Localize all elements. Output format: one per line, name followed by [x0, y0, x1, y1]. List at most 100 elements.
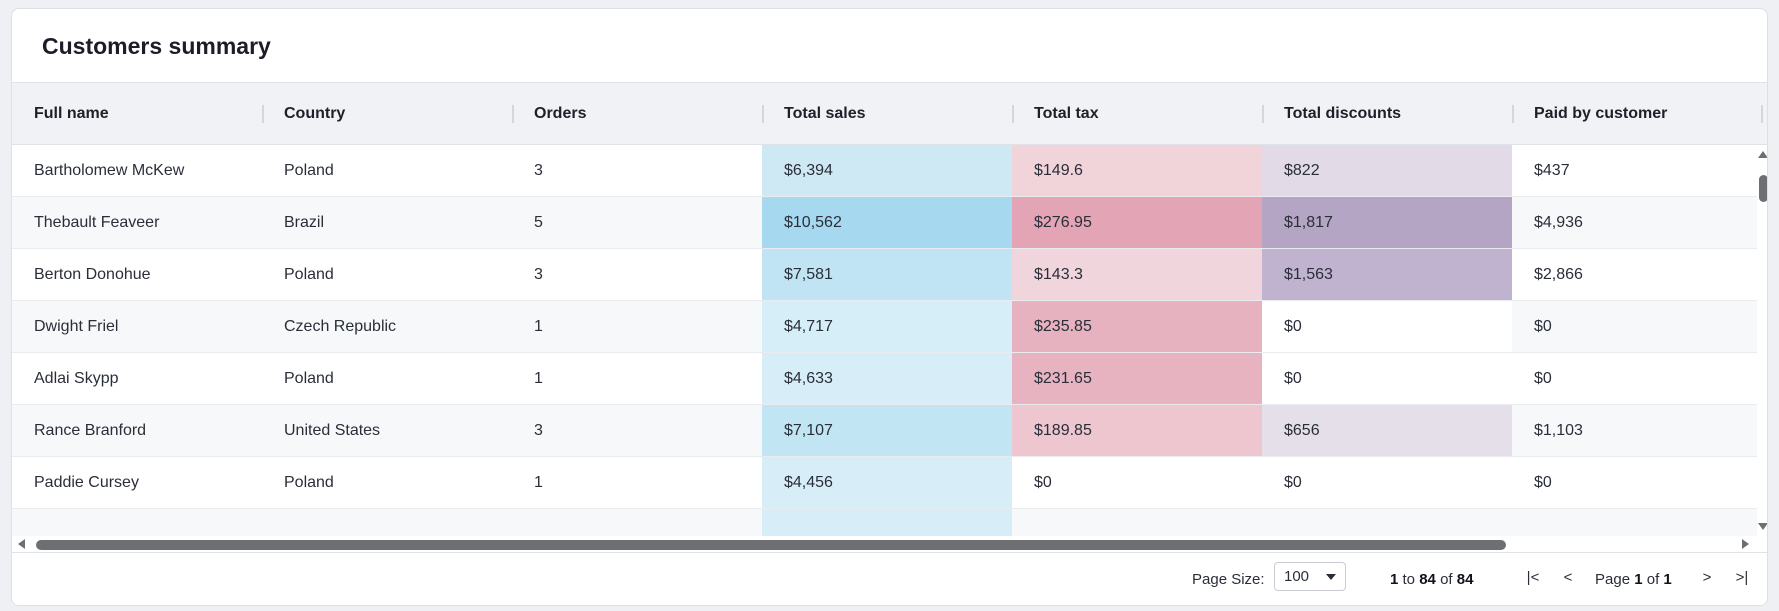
scroll-down-icon[interactable] — [1758, 523, 1767, 530]
cell-paid-by-customer[interactable]: $0 — [1534, 370, 1552, 387]
header-total-sales[interactable]: Total sales — [784, 105, 866, 122]
cell-total-discounts[interactable]: $822 — [1262, 145, 1512, 196]
table-row[interactable]: Berton Donohue Poland 3 $7,581 $143.3 $1… — [12, 249, 1757, 301]
customers-summary-card: Customers summary Full name Country Orde… — [11, 8, 1768, 606]
cell-total-sales[interactable] — [762, 509, 1012, 536]
cell-orders[interactable]: 5 — [534, 214, 543, 231]
cell-country[interactable]: United States — [284, 422, 381, 439]
scroll-up-icon[interactable] — [1758, 151, 1767, 158]
cell-total-discounts[interactable]: $1,563 — [1262, 249, 1512, 300]
cell-paid-by-customer[interactable]: $0 — [1534, 474, 1552, 491]
cell-orders[interactable]: 1 — [534, 474, 543, 491]
column-resize-handle[interactable] — [1012, 105, 1014, 123]
horizontal-scroll-thumb[interactable] — [36, 540, 1506, 550]
cell-total-sales[interactable]: $4,717 — [762, 301, 1012, 352]
table-row[interactable]: Thebault Feaveer Brazil 5 $10,562 $276.9… — [12, 197, 1757, 249]
grid-header: Full name Country Orders Total sales Tot… — [12, 82, 1767, 145]
cell-total-discounts[interactable]: $0 — [1262, 353, 1512, 404]
column-resize-handle[interactable] — [1512, 105, 1514, 123]
cell-total-tax[interactable]: $235.85 — [1012, 301, 1262, 352]
cell-full-name[interactable]: Dwight Friel — [34, 318, 119, 335]
page-size-select[interactable]: 100 — [1274, 562, 1346, 591]
cell-full-name[interactable]: Thebault Feaveer — [34, 214, 160, 231]
vertical-scrollbar[interactable] — [1757, 145, 1767, 536]
column-resize-handle[interactable] — [1262, 105, 1264, 123]
table-row[interactable]: Dwight Friel Czech Republic 1 $4,717 $23… — [12, 301, 1757, 353]
range-of-word: of — [1440, 571, 1453, 588]
cell-orders[interactable]: 1 — [534, 318, 543, 335]
column-resize-handle[interactable] — [762, 105, 764, 123]
column-resize-handle[interactable] — [262, 105, 264, 123]
cell-paid-by-customer[interactable]: $0 — [1534, 318, 1552, 335]
column-resize-handle[interactable] — [1761, 105, 1763, 123]
cell-orders[interactable]: 1 — [534, 370, 543, 387]
cell-full-name[interactable]: Adlai Skypp — [34, 370, 119, 387]
cell-total-tax[interactable]: $149.6 — [1012, 145, 1262, 196]
last-page-icon[interactable]: >| — [1735, 569, 1749, 586]
cell-orders[interactable]: 3 — [534, 162, 543, 179]
vertical-scroll-thumb[interactable] — [1759, 175, 1767, 202]
cell-total-sales[interactable]: $4,456 — [762, 457, 1012, 508]
scroll-right-icon[interactable] — [1742, 539, 1749, 549]
cell-paid-by-customer[interactable]: $1,103 — [1534, 422, 1583, 439]
cell-full-name[interactable]: Rance Branford — [34, 422, 147, 439]
table-row[interactable]: Rance Branford United States 3 $7,107 $1… — [12, 405, 1757, 457]
cell-total-tax[interactable]: $189.85 — [1012, 405, 1262, 456]
cell-full-name[interactable]: Berton Donohue — [34, 266, 151, 283]
range-total: 84 — [1456, 571, 1474, 588]
cell-total-sales[interactable]: $10,562 — [762, 197, 1012, 248]
cell-total-discounts[interactable]: $656 — [1262, 405, 1512, 456]
header-full-name[interactable]: Full name — [34, 105, 109, 122]
card-title: Customers summary — [42, 33, 271, 59]
cell-full-name[interactable]: Paddie Cursey — [34, 474, 139, 491]
grid-body: Bartholomew McKew Poland 3 $6,394 $149.6… — [12, 145, 1757, 536]
cell-total-sales[interactable]: $4,633 — [762, 353, 1012, 404]
previous-page-icon[interactable]: < — [1563, 569, 1573, 586]
range-to: 84 — [1419, 571, 1436, 588]
cell-paid-by-customer[interactable]: $4,936 — [1534, 214, 1583, 231]
cell-total-tax[interactable]: $143.3 — [1012, 249, 1262, 300]
horizontal-scrollbar[interactable] — [12, 536, 1767, 552]
page-of-word: of — [1646, 571, 1660, 588]
cell-orders[interactable]: 3 — [534, 266, 543, 283]
next-page-icon[interactable]: > — [1702, 569, 1712, 586]
cell-total-discounts[interactable]: $0 — [1262, 301, 1512, 352]
range-from: 1 — [1390, 571, 1399, 588]
range-to-word: to — [1402, 571, 1416, 588]
cell-total-tax[interactable]: $0 — [1012, 457, 1262, 508]
header-orders[interactable]: Orders — [534, 105, 587, 122]
cell-total-discounts[interactable]: $0 — [1262, 457, 1512, 508]
header-total-tax[interactable]: Total tax — [1034, 105, 1099, 122]
cell-total-sales[interactable]: $7,107 — [762, 405, 1012, 456]
scroll-left-icon[interactable] — [18, 539, 25, 549]
header-paid-by-customer[interactable]: Paid by customer — [1534, 105, 1668, 122]
cell-total-tax[interactable]: $276.95 — [1012, 197, 1262, 248]
table-row[interactable]: Adlai Skypp Poland 1 $4,633 $231.65 $0 $… — [12, 353, 1757, 405]
pagination-footer: Page Size: 100 1 to 84 of 84 |< < Page 1… — [12, 552, 1767, 605]
cell-country[interactable]: Brazil — [284, 214, 325, 231]
cell-paid-by-customer[interactable]: $2,866 — [1534, 266, 1583, 283]
table-row-partial[interactable] — [12, 509, 1757, 536]
cell-total-sales[interactable]: $7,581 — [762, 249, 1012, 300]
column-resize-handle[interactable] — [512, 105, 514, 123]
cell-country[interactable]: Poland — [284, 162, 334, 179]
cell-total-sales[interactable]: $6,394 — [762, 145, 1012, 196]
header-country[interactable]: Country — [284, 105, 346, 122]
cell-orders[interactable]: 3 — [534, 422, 543, 439]
cell-country[interactable]: Poland — [284, 266, 334, 283]
cell-total-tax[interactable]: $231.65 — [1012, 353, 1262, 404]
cell-country[interactable]: Poland — [284, 474, 334, 491]
cell-paid-by-customer[interactable]: $437 — [1534, 162, 1570, 179]
header-total-discounts[interactable]: Total discounts — [1284, 105, 1402, 122]
page-indicator: Page 1 of 1 — [1595, 553, 1672, 605]
page-total: 1 — [1663, 571, 1672, 588]
cell-full-name[interactable]: Bartholomew McKew — [34, 162, 185, 179]
cell-country[interactable]: Czech Republic — [284, 318, 397, 335]
cell-country[interactable]: Poland — [284, 370, 334, 387]
table-row[interactable]: Bartholomew McKew Poland 3 $6,394 $149.6… — [12, 145, 1757, 197]
table-row[interactable]: Paddie Cursey Poland 1 $4,456 $0 $0 $0 — [12, 457, 1757, 509]
first-page-icon[interactable]: |< — [1526, 569, 1540, 586]
cell-total-discounts[interactable]: $1,817 — [1262, 197, 1512, 248]
page-size-label: Page Size: — [1192, 571, 1265, 588]
row-range-summary: 1 to 84 of 84 — [1390, 553, 1474, 605]
